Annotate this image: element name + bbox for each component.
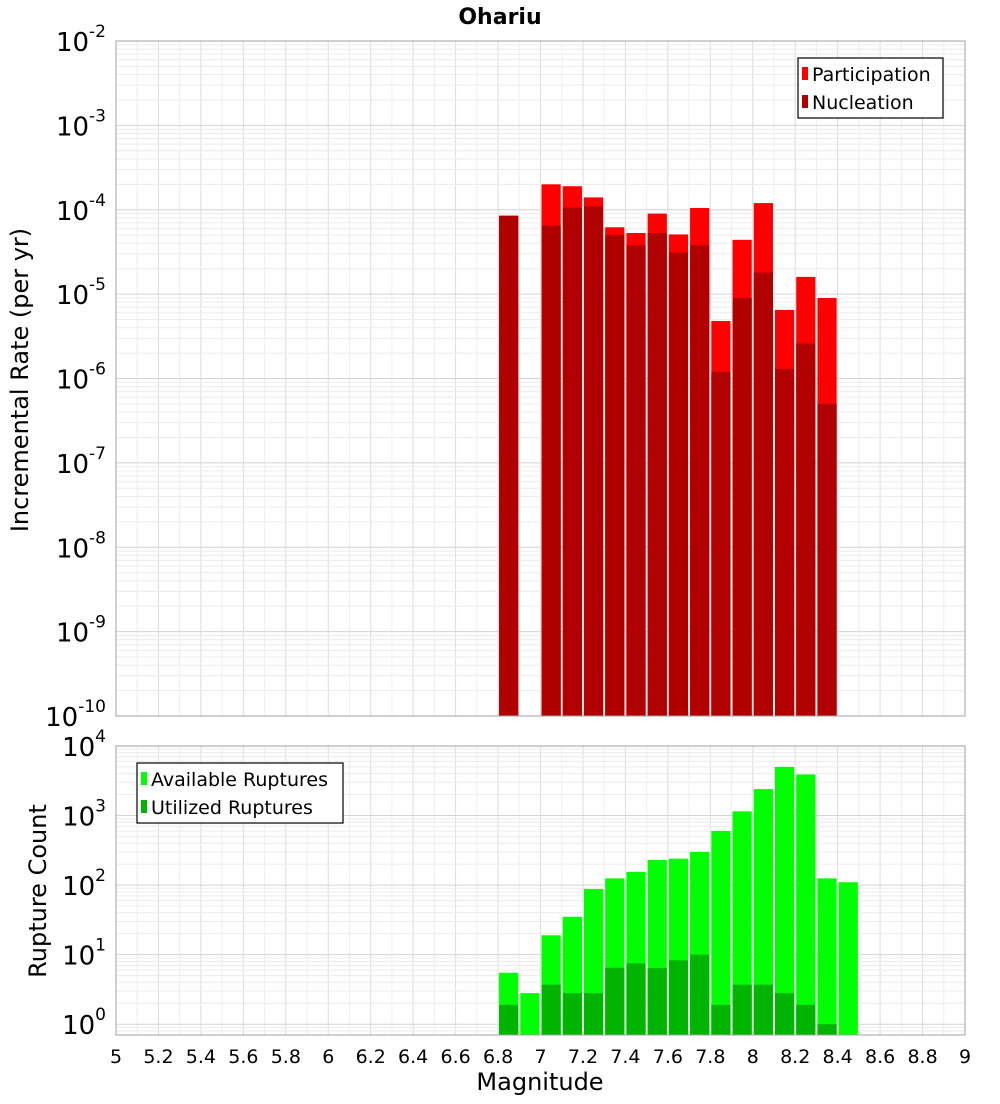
count-bar (541, 984, 561, 1035)
count-bar (711, 830, 731, 1035)
count-bar (690, 954, 710, 1035)
count-x-tick-label: 5.8 (271, 1046, 301, 1068)
rate-bar (626, 245, 646, 717)
count-y-tick-label: 102 (62, 866, 106, 902)
count-x-tick-label: 6.8 (483, 1046, 513, 1068)
rate-bar (690, 245, 710, 717)
count-legend-label: Utilized Ruptures (151, 797, 313, 819)
count-x-tick-label: 7.4 (610, 1046, 640, 1068)
chart-title: Ohariu (458, 5, 541, 30)
count-x-tick-label: 5.4 (186, 1046, 216, 1068)
rate-panel: 10-2 10-3 10-4 10-5 10-6 10-7 10-8 10-9 10-10 Par… (45, 22, 966, 733)
rate-series-nucleation (499, 206, 837, 717)
rate-bar (647, 233, 667, 716)
count-bar (817, 878, 837, 1035)
count-x-tick-label: 7.2 (568, 1046, 598, 1068)
count-legend: Available Ruptures Utilized Ruptures (136, 762, 344, 824)
count-bar (605, 967, 625, 1035)
rate-y-tick-label: 10-4 (56, 191, 106, 227)
count-y-tick-label: 104 (62, 727, 106, 763)
count-x-tick-label: 7.6 (653, 1046, 683, 1068)
count-bar (838, 882, 858, 1035)
rate-y-tick-label: 10-3 (56, 106, 106, 142)
count-bar (499, 1004, 519, 1035)
count-bar (520, 993, 540, 1035)
bottom-y-axis-label: Rupture Count (24, 804, 52, 978)
rate-legend-label: Participation (812, 64, 931, 86)
rate-y-tick-label: 10-9 (56, 613, 106, 649)
count-x-tick-label: 7 (534, 1046, 546, 1068)
rate-bar (499, 215, 519, 717)
count-bar (562, 993, 582, 1035)
rate-legend-label: Nucleation (812, 92, 914, 114)
x-axis-label: Magnitude (476, 1068, 603, 1096)
rate-bar (668, 252, 689, 716)
rate-bar (711, 371, 731, 716)
count-x-tick-label: 5 (110, 1046, 122, 1068)
rate-y-tick-label: 10-8 (56, 528, 106, 564)
count-x-tick-label: 5.2 (143, 1046, 173, 1068)
rate-gridlines (115, 40, 966, 717)
rate-y-tick-label: 10-5 (56, 275, 106, 311)
count-y-tick-label: 101 (62, 936, 106, 972)
rate-bar (562, 207, 582, 717)
count-x-tick-label: 6.4 (398, 1046, 428, 1068)
count-legend-label: Available Ruptures (151, 769, 328, 791)
rate-bar (541, 225, 561, 716)
rate-bar (753, 272, 773, 716)
count-x-tick-label: 6.6 (440, 1046, 470, 1068)
count-bar (732, 984, 752, 1035)
count-x-tick-label: 5.6 (228, 1046, 258, 1068)
rate-legend-swatch (802, 67, 808, 80)
count-legend-swatch (141, 772, 147, 785)
count-bar (796, 774, 816, 1035)
count-legend-swatch (141, 800, 147, 813)
rate-bar (583, 206, 604, 716)
rate-bar (774, 368, 795, 716)
count-x-tick-label: 8.4 (823, 1046, 853, 1068)
count-bar (753, 984, 773, 1035)
count-bar (626, 963, 646, 1035)
count-x-tick-label: 7.8 (695, 1046, 725, 1068)
count-x-tick-label: 6.2 (356, 1046, 386, 1068)
count-x-tick-label: 8.2 (780, 1046, 810, 1068)
count-bar (753, 789, 773, 1035)
count-bar (668, 960, 689, 1035)
count-bar (817, 1024, 837, 1035)
count-x-tick-label: 8 (747, 1046, 759, 1068)
rate-y-tick-label: 10-2 (56, 22, 106, 58)
count-x-tick-label: 9 (959, 1046, 971, 1068)
count-bar (583, 993, 604, 1035)
rate-y-tick-label: 10-6 (56, 360, 106, 396)
rate-bar (796, 343, 816, 716)
top-y-axis-label: Incremental Rate (per yr) (6, 228, 34, 532)
rate-plot-border (115, 40, 966, 717)
rate-bar (605, 235, 625, 716)
count-bar (774, 766, 795, 1035)
rate-legend-swatch (802, 95, 808, 108)
count-bar (647, 968, 667, 1035)
count-x-tick-label: 6 (322, 1046, 334, 1068)
rate-y-tick-label: 10-7 (56, 444, 106, 480)
count-legend-box (136, 762, 344, 824)
rate-y-tick-label: 10-10 (45, 697, 106, 733)
count-panel: 104 103 102 101 100 Available Ruptures Utilize… (62, 727, 971, 1068)
count-y-tick-label: 100 (62, 1005, 106, 1041)
rate-bar (817, 403, 837, 716)
count-bar (774, 993, 795, 1035)
count-plot-border (115, 745, 966, 1036)
count-bar (732, 811, 752, 1035)
rate-legend-box (797, 57, 944, 119)
count-x-tick-label: 8.6 (865, 1046, 895, 1068)
rate-bar (732, 297, 752, 716)
count-bar (796, 1004, 816, 1035)
count-bar (711, 1004, 731, 1035)
count-x-tick-label: 8.8 (907, 1046, 937, 1068)
count-y-tick-label: 103 (62, 797, 106, 833)
rate-legend: Participation Nucleation (797, 57, 944, 119)
count-series-utilized-ruptures (499, 954, 837, 1035)
